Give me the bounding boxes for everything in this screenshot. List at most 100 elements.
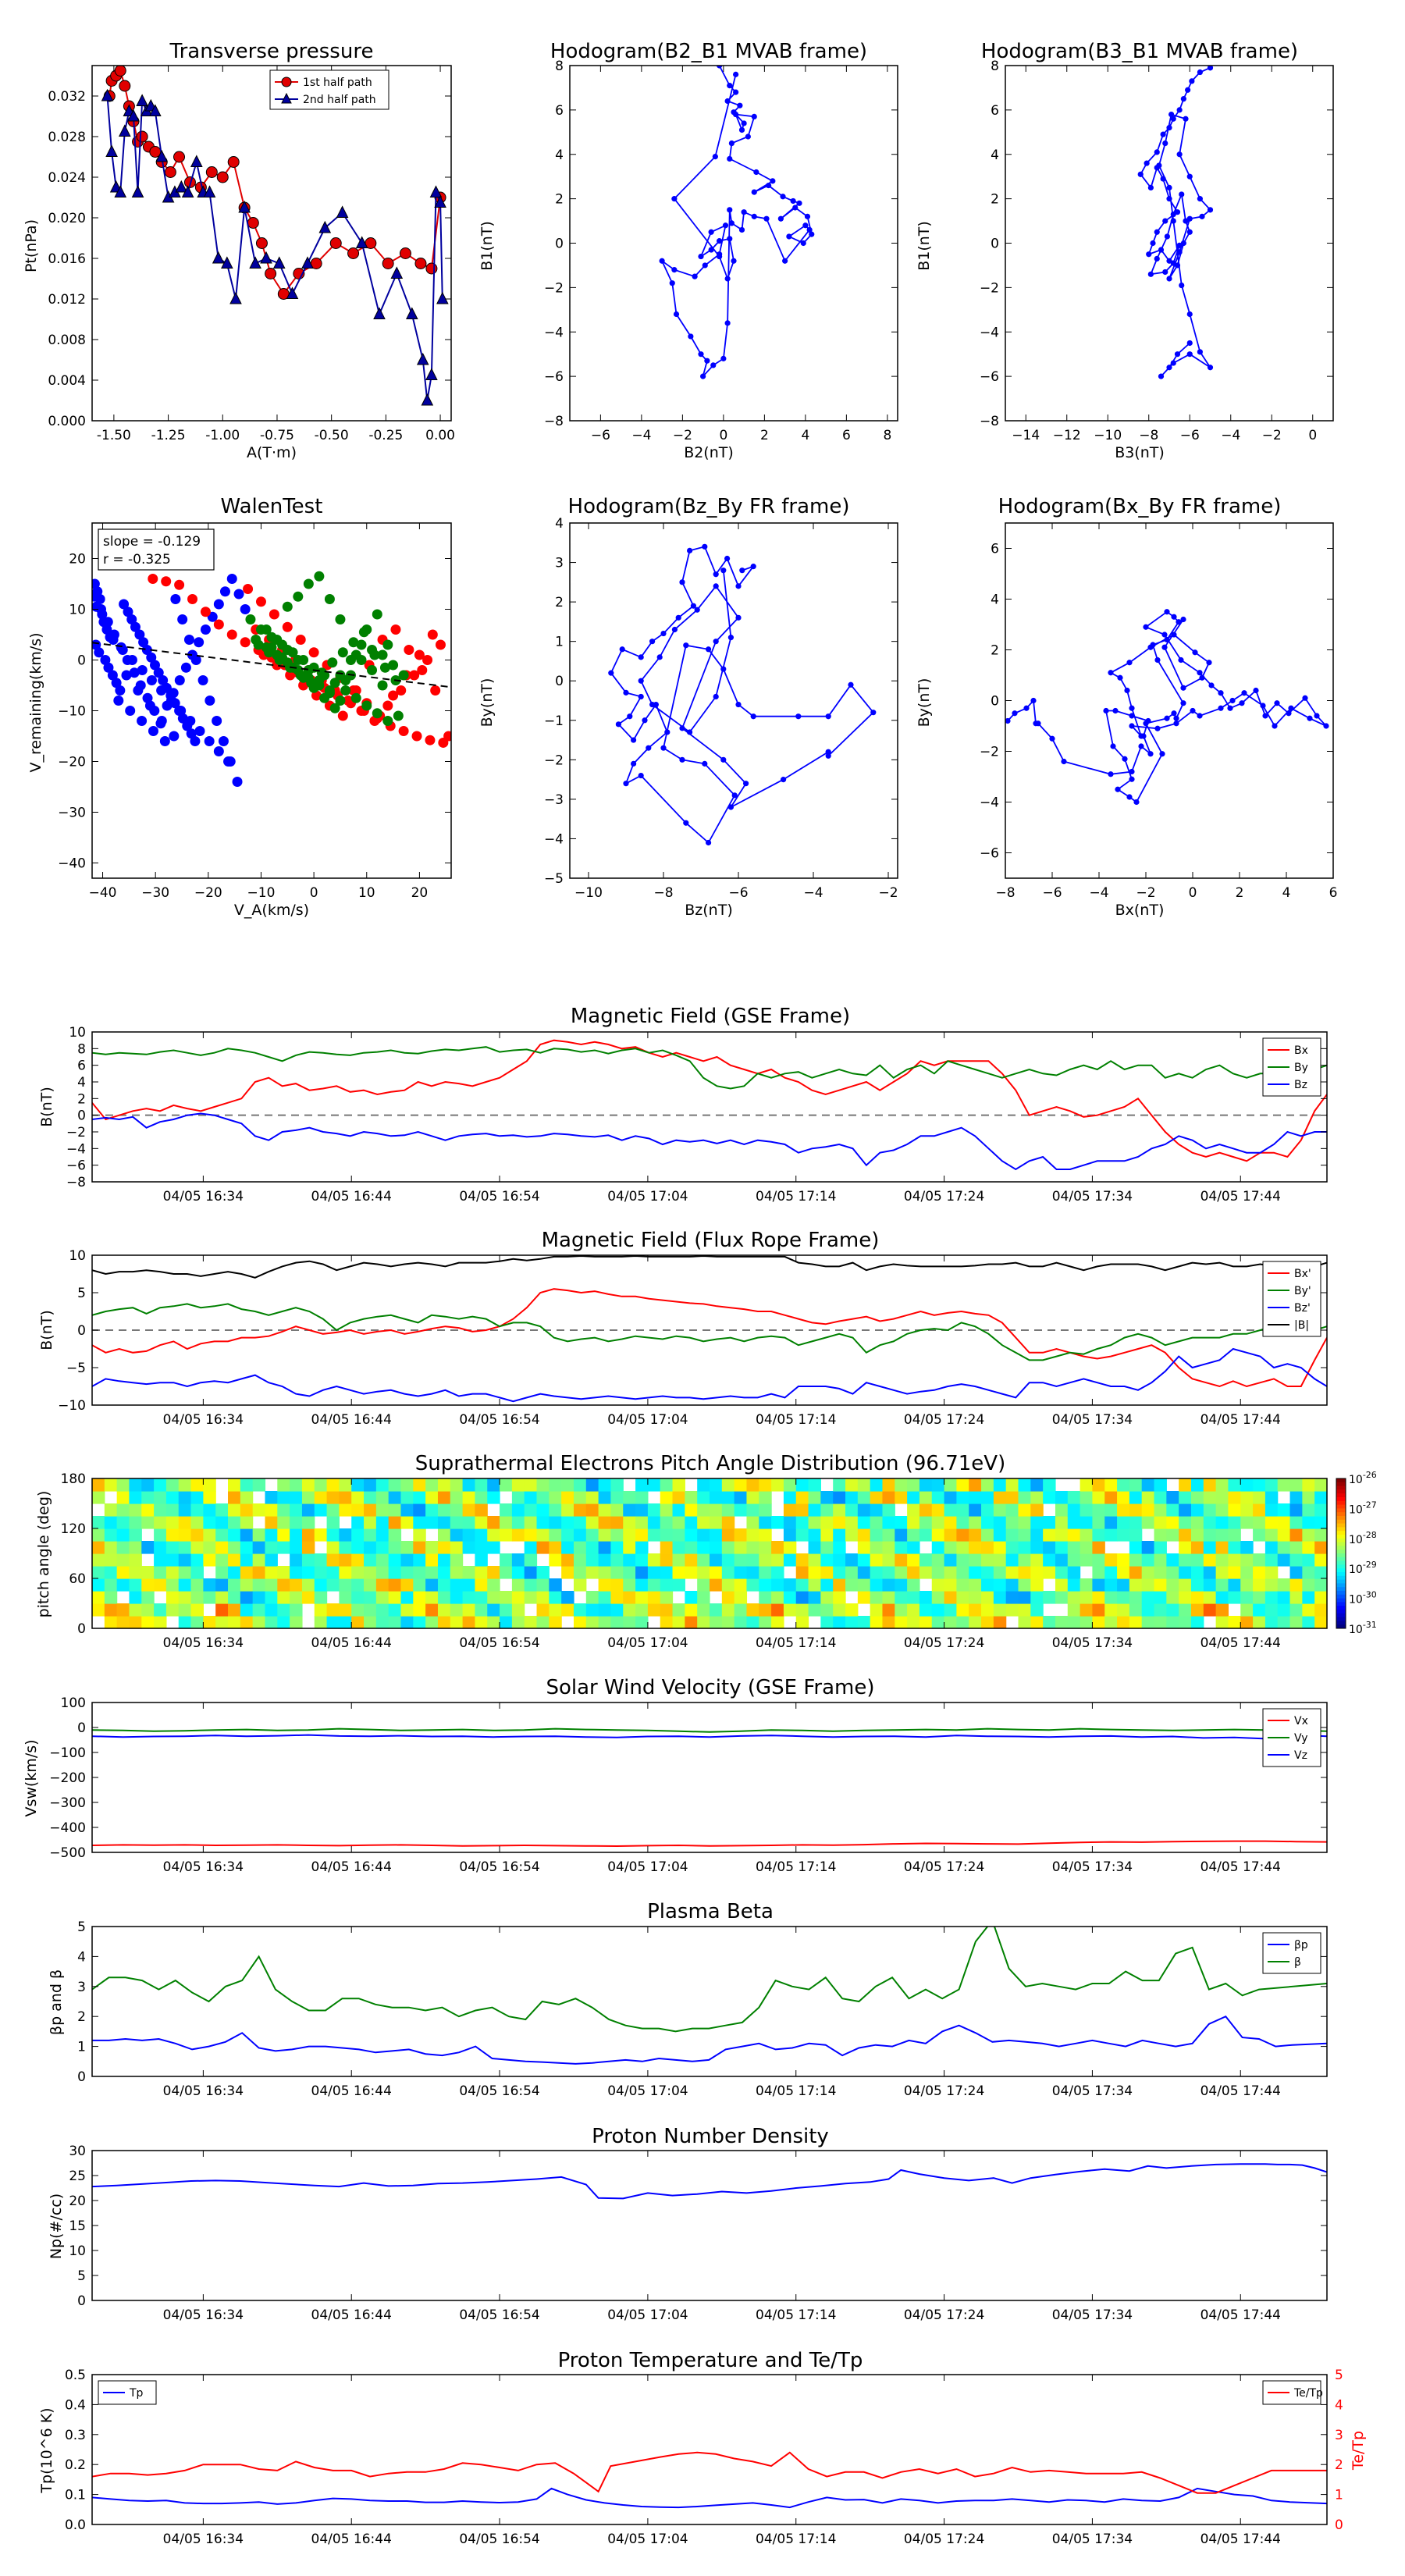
heatmap-cell	[252, 1578, 266, 1592]
data-point	[717, 253, 723, 260]
data-point	[741, 120, 747, 126]
heatmap-cell	[783, 1603, 797, 1617]
scatter-point	[361, 624, 372, 635]
chart-hodogram-bz-by: Hodogram(Bz_By FR frame) Bz(nT) By(nT) −…	[478, 495, 898, 919]
heatmap-cell	[1314, 1516, 1328, 1529]
x-tick-label: 04/05 17:04	[607, 1189, 688, 1204]
heatmap-cell	[92, 1491, 105, 1504]
heatmap-cell	[1166, 1503, 1179, 1517]
y-tick-label: 0.028	[48, 130, 86, 145]
heatmap-cell	[833, 1553, 846, 1567]
heatmap-cell	[1043, 1516, 1056, 1529]
y-tick-label: 30	[69, 2144, 86, 2159]
data-point	[249, 256, 261, 269]
heatmap-cell	[623, 1616, 636, 1629]
heatmap-cell	[364, 1503, 377, 1517]
data-point	[1146, 251, 1152, 258]
heatmap-cell	[1289, 1478, 1303, 1492]
heatmap-cell	[697, 1553, 710, 1567]
heatmap-cell	[1043, 1553, 1056, 1567]
heatmap-cell	[290, 1541, 303, 1554]
data-point	[1186, 215, 1193, 222]
heatmap-cell	[647, 1591, 661, 1604]
data-point	[1274, 700, 1280, 706]
heatmap-cell	[1030, 1491, 1044, 1504]
heatmap-cell	[585, 1528, 599, 1542]
heatmap-cell	[475, 1516, 488, 1529]
colorbar-step	[1336, 1478, 1346, 1483]
heatmap-cell	[141, 1491, 155, 1504]
heatmap-cell	[178, 1566, 192, 1579]
heatmap-cell	[462, 1478, 476, 1492]
chart-title: Proton Number Density	[592, 2125, 829, 2148]
chart-title: Proton Temperature and Te/Tp	[558, 2349, 863, 2372]
data-point	[664, 729, 670, 735]
heatmap-cell	[450, 1516, 464, 1529]
data-point	[1176, 619, 1182, 625]
heatmap-cell	[475, 1528, 488, 1542]
heatmap-cell	[944, 1503, 957, 1517]
heatmap-cell	[154, 1503, 167, 1517]
x-tick-label: −4	[631, 428, 651, 443]
axes: 04/05 16:34 04/05 16:44 04/05 16:54 04/05 1…	[77, 1920, 1327, 2099]
heatmap-cell	[375, 1591, 389, 1604]
heatmap-cell	[1277, 1591, 1291, 1604]
heatmap-cell	[573, 1478, 587, 1492]
x-tick-label: -0.25	[368, 428, 403, 443]
heatmap-cell	[710, 1578, 723, 1592]
heatmap-cell	[203, 1516, 216, 1529]
legend-label: 2nd half path	[303, 94, 376, 106]
colorbar-step	[1336, 1602, 1346, 1606]
colorbar-step	[1336, 1613, 1346, 1618]
y-axis-label: B(nT)	[38, 1087, 55, 1127]
heatmap-cell	[795, 1603, 809, 1617]
heatmap-cell	[660, 1491, 674, 1504]
scatter-point	[269, 609, 279, 620]
data-point	[1005, 717, 1011, 724]
x-tick-label: 04/05 16:54	[459, 1635, 539, 1651]
heatmap-cell	[1203, 1541, 1217, 1554]
heatmap-cell	[1141, 1541, 1155, 1554]
heatmap-cell	[228, 1503, 241, 1517]
heatmap-cell	[1067, 1616, 1081, 1629]
data-point	[1176, 242, 1183, 248]
colorbar-step	[1336, 1553, 1346, 1558]
data-point	[1173, 720, 1179, 727]
heatmap-cell	[833, 1578, 846, 1592]
scatter-point	[142, 692, 153, 703]
x-tick-label: 04/05 16:54	[459, 1412, 539, 1428]
data-point	[671, 267, 678, 273]
scatter-point	[282, 621, 293, 632]
heatmap-cell	[1018, 1478, 1031, 1492]
heatmap-cell	[116, 1478, 130, 1492]
heatmap-cell	[351, 1553, 365, 1567]
heatmap-cell	[907, 1491, 920, 1504]
y-tick-label: −20	[58, 755, 86, 770]
data-point	[127, 109, 140, 122]
y-tick-label: 4	[77, 1075, 86, 1091]
heatmap-cell	[500, 1516, 513, 1529]
data-point	[733, 89, 739, 95]
heatmap-cell	[511, 1553, 525, 1567]
scatter-point	[138, 637, 149, 648]
heatmap-cell	[1264, 1591, 1279, 1604]
heatmap-cell	[165, 1541, 180, 1554]
chart-title: Hodogram(B2_B1 MVAB frame)	[550, 40, 867, 63]
scatter-point	[417, 665, 428, 675]
heatmap-cell	[573, 1503, 587, 1517]
scatter-point	[121, 670, 132, 681]
heatmap-cell	[92, 1516, 105, 1529]
heatmap-cell	[339, 1503, 352, 1517]
colorbar-exponent: -29	[1363, 1560, 1377, 1570]
data-point	[671, 196, 678, 202]
scatter-point	[372, 708, 382, 719]
scatter-point	[200, 607, 211, 617]
data-point	[1126, 660, 1133, 666]
heatmap-cell	[931, 1616, 945, 1629]
data-point	[1129, 713, 1135, 719]
data-point	[1171, 614, 1177, 620]
data-point	[205, 166, 218, 178]
plot-frame	[91, 2374, 1328, 2525]
heatmap-cell	[734, 1553, 748, 1567]
heatmap-cell	[154, 1491, 167, 1504]
